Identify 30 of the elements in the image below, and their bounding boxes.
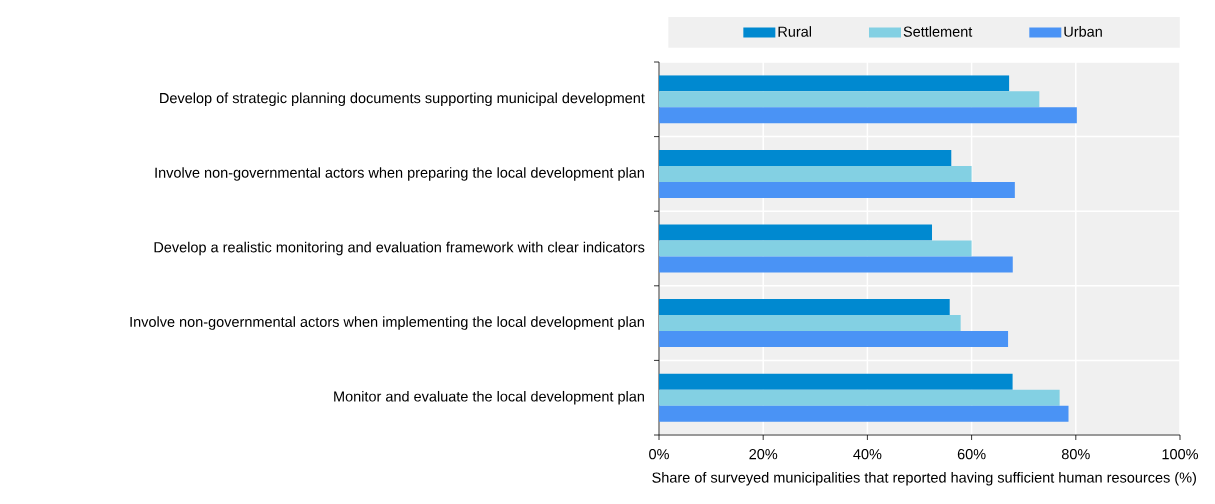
bar [659,149,952,166]
x-tick-label: 80% [1061,449,1090,460]
bar [659,91,1040,108]
x-tick-label: 20% [749,449,778,460]
bar [659,165,972,182]
x-tick-label: 60% [957,449,986,460]
bar [659,331,1009,348]
legend-label: Rural [778,26,812,37]
x-tick-label: 40% [853,449,882,460]
x-axis-title: Share of surveyed municipalities that reported having sufficient human resources (%) [652,472,1196,486]
y-tick-label: Develop of strategic planning documents supporting municipal development [160,92,645,107]
bar [659,240,972,257]
bar [659,107,1077,124]
bar [659,299,950,316]
bar [659,256,1013,273]
bar [659,75,1010,92]
x-tick-label: 100% [1162,449,1199,460]
bar [659,315,961,332]
bar [659,224,933,241]
bar [659,373,1013,390]
bar [659,181,1015,198]
legend-label: Settlement [903,26,973,37]
y-tick-label: Involve non-governmental actors when implementing the local development plan [130,316,644,330]
y-tick-label: Involve non-governmental actors when preparing the local development plan [155,167,644,181]
bar [659,405,1069,422]
bar [659,389,1060,406]
x-tick-label: 0% [649,449,669,460]
y-tick-label: Monitor and evaluate the local development plan [334,390,644,405]
y-tick-label: Develop a realistic monitoring and evaluation framework with clear indicators [154,241,645,256]
legend-label: Urban [1064,26,1102,37]
